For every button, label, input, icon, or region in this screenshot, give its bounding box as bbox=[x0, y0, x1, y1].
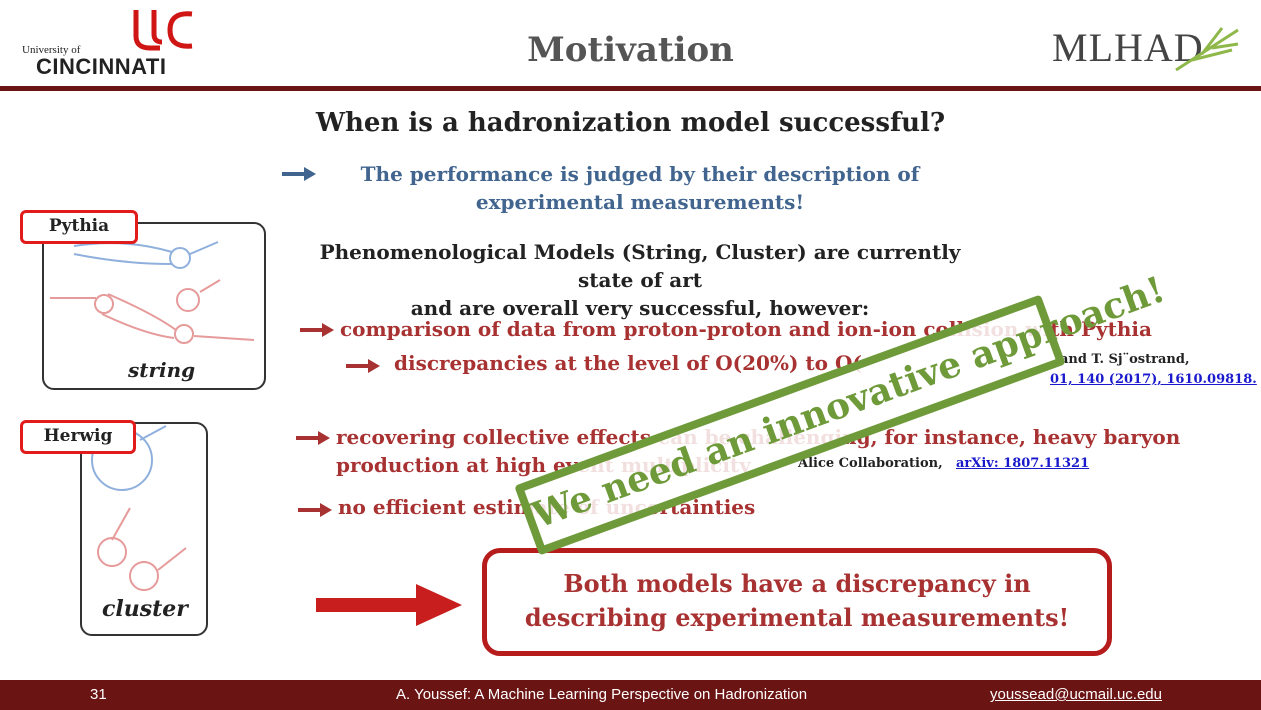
arrow-right-icon bbox=[300, 323, 334, 337]
arrow-right-icon bbox=[282, 167, 316, 181]
header-rule bbox=[0, 86, 1261, 91]
herwig-diagram: cluster bbox=[80, 422, 208, 636]
conclusion-line-2: describing experimental measurements! bbox=[524, 603, 1070, 632]
footer-bar: 31 A. Youssef: A Machine Learning Perspe… bbox=[0, 680, 1261, 710]
footer-talk-title: A. Youssef: A Machine Learning Perspecti… bbox=[396, 686, 808, 703]
big-arrow-icon bbox=[316, 584, 462, 626]
university-logo: University of CINCINNATI bbox=[22, 8, 212, 79]
university-name: CINCINNATI bbox=[36, 54, 167, 79]
ref-alice: Alice Collaboration, bbox=[798, 456, 943, 471]
mlhad-logo-text: MLHAD bbox=[1052, 25, 1204, 70]
conclusion-line-1: Both models have a discrepancy in bbox=[563, 569, 1031, 598]
arrow-right-icon bbox=[346, 359, 380, 373]
pythia-diagram-label: string bbox=[128, 358, 196, 382]
pythia-diagram: string bbox=[42, 222, 266, 390]
footer-email-link[interactable]: youssead@ucmail.uc.edu bbox=[990, 686, 1162, 703]
tree-branch-icon bbox=[1175, 27, 1239, 72]
ref-link-jhep[interactable]: 01, 140 (2017), 1610.09818. bbox=[1050, 372, 1257, 387]
ref-link-arxiv[interactable]: arXiv: 1807.11321 bbox=[956, 456, 1090, 471]
ref-sjostrand: and T. Sj¨ostrand, bbox=[1060, 352, 1190, 367]
herwig-diagram-label: cluster bbox=[102, 596, 188, 622]
pheno-line-1: Phenomenological Models (String, Cluster… bbox=[319, 240, 961, 292]
uc-mark-icon bbox=[133, 10, 193, 51]
performance-line-1: The performance is judged by their descr… bbox=[360, 162, 920, 186]
pheno-line-2: and are overall very successful, however… bbox=[410, 296, 870, 320]
page-number: 31 bbox=[90, 686, 107, 703]
slide-question: When is a hadronization model successful… bbox=[315, 108, 946, 138]
arrow-right-icon bbox=[298, 503, 332, 517]
conclusion-box: Both models have a discrepancy in descri… bbox=[482, 548, 1112, 656]
arrow-right-icon bbox=[296, 431, 330, 445]
mlhad-logo: MLHAD bbox=[1052, 10, 1242, 80]
herwig-tag: Herwig bbox=[20, 420, 136, 454]
string-diagram-icon bbox=[50, 241, 255, 344]
bullet-discrepancies: discrepancies at the level of O(20%) to … bbox=[394, 351, 862, 375]
phenomenological-statement: Phenomenological Models (String, Cluster… bbox=[300, 238, 980, 322]
university-of-text: University of bbox=[22, 44, 81, 56]
slide-title: Motivation bbox=[527, 30, 734, 70]
performance-line-2: experimental measurements! bbox=[475, 190, 805, 214]
performance-statement: The performance is judged by their descr… bbox=[340, 160, 940, 216]
pythia-tag: Pythia bbox=[20, 210, 138, 244]
